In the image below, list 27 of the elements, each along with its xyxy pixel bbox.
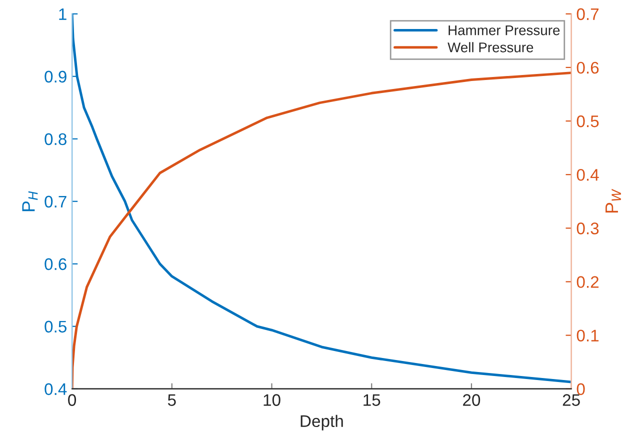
x-axis-title: Depth [300, 414, 343, 430]
y-tick-label: 0.4 [44, 383, 67, 396]
y2-tick-label: 0.4 [576, 168, 599, 181]
y-axis-title: P$_{H}$ [22, 191, 38, 212]
x-tick-label: 20 [463, 394, 480, 406]
y-tick-label: 0.7 [44, 196, 66, 208]
legend-label: Well Pressure [448, 42, 534, 52]
y2-tick-label: 0.5 [576, 115, 599, 128]
y-tick-label: 0.8 [44, 133, 66, 146]
y2-axis-title: P$_{W}$ [606, 188, 621, 213]
y-tick-label: 1 [59, 8, 66, 20]
y2-tick-label: 0.2 [576, 276, 599, 288]
x-tick-label: 25 [562, 394, 580, 406]
line-series [72, 72, 572, 389]
y2-tick-label: 0 [576, 383, 585, 396]
legend-label: Hammer Pressure [448, 26, 560, 36]
y-tick-label: 0.6 [44, 258, 66, 270]
y2-tick-label: 0.1 [576, 330, 599, 342]
y-tick-label: 0.5 [44, 320, 66, 333]
x-tick-label: 10 [264, 394, 280, 406]
y-tick-label: 0.9 [44, 70, 66, 83]
y2-tick-label: 0.7 [576, 8, 599, 20]
x-tick-label: 15 [364, 394, 380, 406]
y2-tick-label: 0.6 [576, 62, 599, 74]
x-tick-label: 0 [68, 394, 76, 406]
y2-tick-label: 0.3 [576, 222, 599, 234]
x-tick-label: 5 [168, 394, 176, 406]
